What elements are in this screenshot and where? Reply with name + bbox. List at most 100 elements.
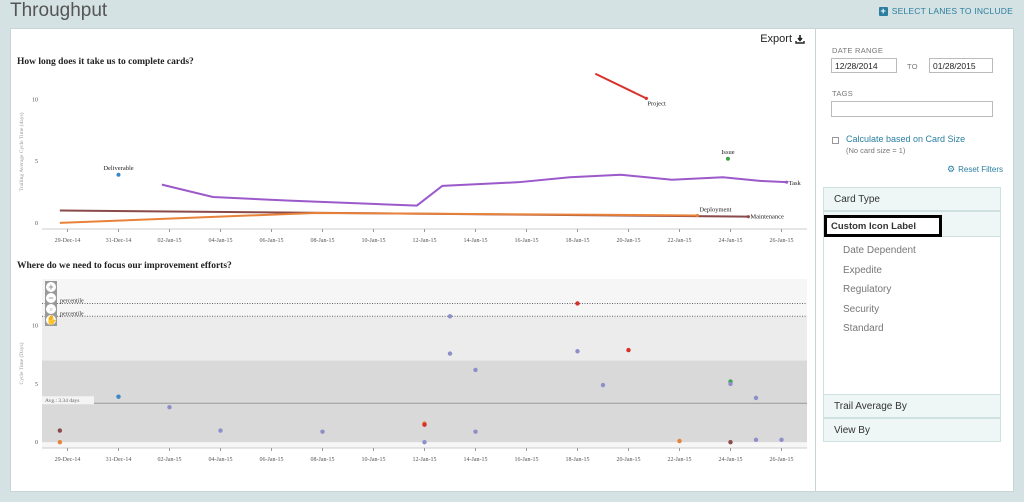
scatter-point xyxy=(422,422,427,427)
task-series-label: Task xyxy=(789,180,802,187)
chart2-title: Where do we need to focus our improvemen… xyxy=(17,261,232,271)
select-lanes-label: SELECT LANES TO INCLUDE xyxy=(891,6,1013,16)
chart1-y-tick-label: 5 xyxy=(35,159,38,165)
export-label: Export xyxy=(760,33,792,45)
scatter-point xyxy=(473,367,478,373)
chart2-x-tick-label: 14-Jan-15 xyxy=(464,457,488,463)
card-size-checkbox[interactable] xyxy=(832,137,839,144)
percentile-label: percentile xyxy=(60,298,84,304)
scatter-point xyxy=(779,437,784,443)
view-by-label: View By xyxy=(834,425,870,436)
task-series-line xyxy=(161,173,787,207)
scatter-point xyxy=(626,347,631,353)
to-label: TO xyxy=(907,62,918,71)
scatter-point xyxy=(473,429,478,434)
icon-item-expedite[interactable]: Expedite xyxy=(843,265,882,276)
chart2-x-tick-label: 18-Jan-15 xyxy=(566,457,590,463)
icon-item-security[interactable]: Security xyxy=(843,304,880,315)
select-lanes-button[interactable]: + SELECT LANES TO INCLUDE xyxy=(878,5,1013,16)
scatter-point xyxy=(116,394,121,399)
card-size-hint: (No card size = 1) xyxy=(846,146,906,155)
chart2-x-tick-label: 16-Jan-15 xyxy=(515,457,539,463)
chart2-x-tick-label: 04-Jan-15 xyxy=(209,457,233,463)
scatter-point xyxy=(447,351,453,356)
chart2-x-tick-label: 08-Jan-15 xyxy=(311,457,335,463)
zoom-reset-button[interactable]: ▫ xyxy=(46,304,56,314)
scatter-point xyxy=(600,382,606,388)
custom-icon-label-text: Custom Icon Label xyxy=(831,221,916,232)
trail-average-label: Trail Average By xyxy=(834,401,907,412)
chart1-x-tick-label: 14-Jan-15 xyxy=(464,238,488,244)
scatter-point xyxy=(728,439,733,445)
filters-panel: DATE RANGE TO TAGS Calculate based on Ca… xyxy=(816,28,1014,492)
chart1-y-axis-label: Trailing Average Cycle Time (days) xyxy=(18,112,25,191)
card-size-label[interactable]: Calculate based on Card Size xyxy=(846,134,966,144)
chart2-x-tick-label: 02-Jan-15 xyxy=(158,457,182,463)
tags-input[interactable] xyxy=(831,101,993,117)
date-range-label: DATE RANGE xyxy=(832,46,884,55)
zoom-out-button[interactable]: − xyxy=(46,293,56,303)
icon-item-date-dependent[interactable]: Date Dependent xyxy=(843,245,916,256)
date-to-input[interactable] xyxy=(929,58,993,73)
page-title: Throughput xyxy=(10,0,108,21)
reset-filters-button[interactable]: ⚙ Reset Filters xyxy=(947,164,1003,175)
chart2-x-tick-label: 24-Jan-15 xyxy=(719,457,743,463)
chart1-x-tick-label: 29-Dec-14 xyxy=(55,238,81,244)
average-label-bg xyxy=(42,396,94,405)
deliverable-series-label: Deliverable xyxy=(103,165,133,172)
average-label: Avg.: 3.34 days xyxy=(45,398,79,404)
chart2-x-tick-label: 29-Dec-14 xyxy=(55,457,81,463)
project-series-label: Project xyxy=(647,100,666,107)
deployment-end-point xyxy=(695,213,699,218)
task-end-point xyxy=(785,180,789,184)
scatter-point xyxy=(677,438,682,444)
chart2-y-axis-label: Cycle Time (Days) xyxy=(18,342,25,384)
chart1-y-tick-label: 0 xyxy=(35,221,38,227)
deliverable-point xyxy=(116,172,121,177)
icon-item-standard[interactable]: Standard xyxy=(843,323,884,334)
scatter-point xyxy=(57,428,63,433)
scatter-point xyxy=(320,429,325,434)
maintenance-end-point xyxy=(746,215,750,219)
chart1-x-tick-label: 02-Jan-15 xyxy=(158,238,182,244)
zoom-controls: + − ▫ ✋ xyxy=(45,281,57,326)
chart2-band-lower xyxy=(42,360,807,443)
chart1-x-tick-label: 26-Jan-15 xyxy=(770,238,794,244)
chart1-x-tick-label: 16-Jan-15 xyxy=(515,238,539,244)
export-button[interactable]: Export xyxy=(760,33,805,45)
custom-icon-label-tab[interactable]: Custom Icon Label xyxy=(824,215,942,237)
chart2-y-tick-label: 5 xyxy=(35,382,38,388)
chart1-x-tick-label: 12-Jan-15 xyxy=(413,238,437,244)
date-from-input[interactable] xyxy=(831,58,897,73)
chart1-x-tick-label: 04-Jan-15 xyxy=(209,238,233,244)
trail-average-accordion[interactable]: Trail Average By xyxy=(823,394,1001,418)
scatter-point xyxy=(728,381,733,387)
scatter-point xyxy=(753,437,759,443)
zoom-in-button[interactable]: + xyxy=(46,282,56,292)
scatter-point xyxy=(575,349,580,354)
card-type-accordion[interactable]: Card Type xyxy=(823,187,1001,211)
main-panel: Export How long does it take us to compl… xyxy=(10,28,816,492)
scatter-point xyxy=(167,405,172,410)
chart1-x-tick-label: 20-Jan-15 xyxy=(617,238,641,244)
chart2-x-tick-label: 26-Jan-15 xyxy=(770,457,794,463)
maintenance-series-label: Maintenance xyxy=(750,214,784,221)
view-by-accordion[interactable]: View By xyxy=(823,418,1001,442)
pan-button[interactable]: ✋ xyxy=(46,315,58,325)
chart2-x-tick-label: 06-Jan-15 xyxy=(260,457,284,463)
chart1-x-tick-label: 06-Jan-15 xyxy=(260,238,284,244)
plus-icon: + xyxy=(878,5,888,16)
chart1-x-tick-label: 10-Jan-15 xyxy=(362,238,386,244)
project-end-point xyxy=(644,96,648,101)
icon-item-regulatory[interactable]: Regulatory xyxy=(843,284,892,295)
chart1-x-tick-label: 18-Jan-15 xyxy=(566,238,590,244)
issue-point xyxy=(725,156,730,161)
issue-series-label: Issue xyxy=(721,149,734,156)
chart1-x-tick-label: 31-Dec-14 xyxy=(106,238,132,244)
chart1-x-tick-label: 22-Jan-15 xyxy=(668,238,692,244)
chart2-x-tick-label: 20-Jan-15 xyxy=(617,457,641,463)
chart1-x-tick-label: 24-Jan-15 xyxy=(719,238,743,244)
scatter-point xyxy=(753,395,759,401)
chart2-x-tick-label: 22-Jan-15 xyxy=(668,457,692,463)
scatter-point xyxy=(447,314,453,319)
